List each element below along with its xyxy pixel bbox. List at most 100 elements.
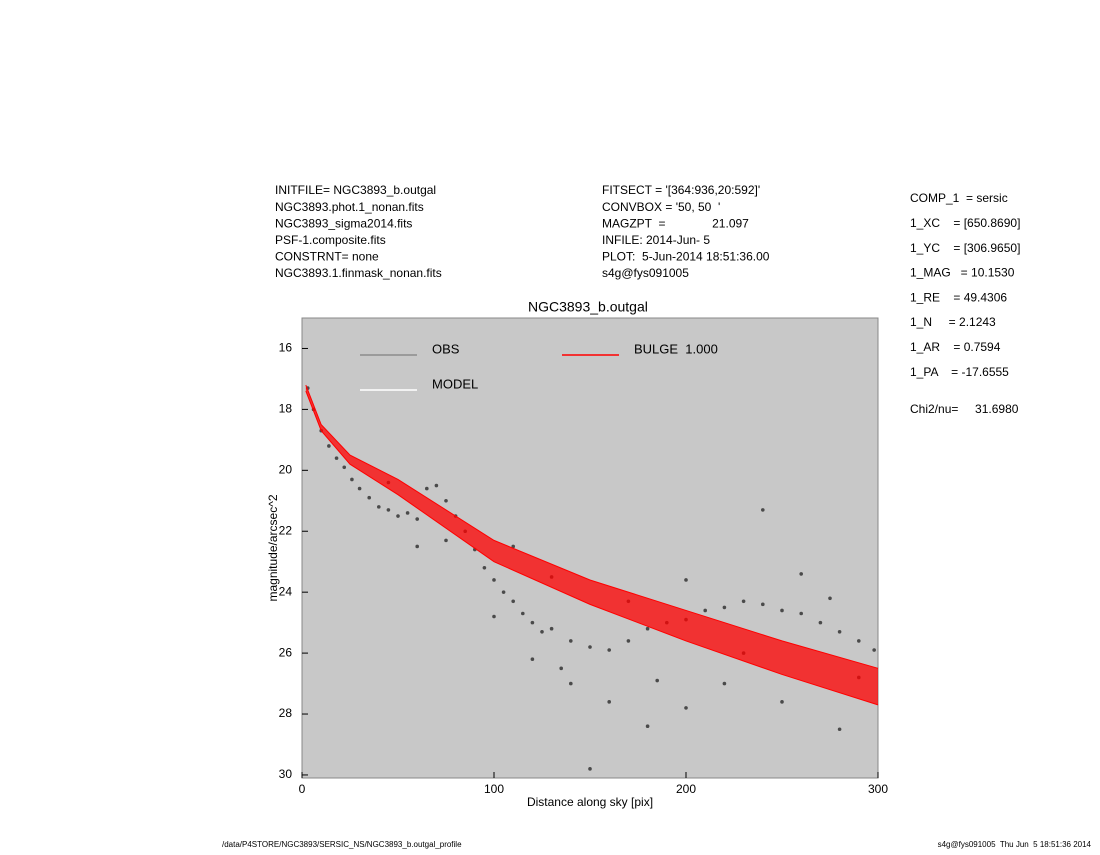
obs-point	[761, 602, 765, 607]
obs-point	[405, 511, 410, 515]
obs-point	[425, 486, 429, 491]
obs-point	[396, 514, 400, 518]
obs-point	[501, 590, 506, 594]
obs-point	[645, 626, 650, 631]
fit-param: 1_YC = [306.9650]	[910, 241, 1020, 255]
obs-point	[837, 629, 842, 634]
obs-point	[357, 486, 362, 491]
y-tick-label: 30	[279, 767, 293, 781]
obs-point	[377, 505, 381, 509]
obs-point	[780, 608, 784, 613]
y-tick-label: 26	[279, 645, 293, 659]
fit-param: 1_XC = [650.8690]	[910, 216, 1020, 230]
obs-point	[607, 700, 611, 704]
obs-point	[828, 596, 832, 601]
header-middle: PLOT: 5-Jun-2014 18:51:36.00	[602, 250, 770, 264]
chart-title: NGC3893_b.outgal	[528, 299, 648, 315]
obs-point	[492, 614, 496, 619]
obs-point	[857, 639, 861, 643]
obs-point	[645, 724, 650, 729]
obs-point	[799, 611, 803, 616]
obs-point	[703, 608, 707, 613]
header-middle: s4g@fys091005	[602, 266, 689, 280]
obs-point	[655, 678, 659, 683]
fit-param: COMP_1 = sersic	[910, 191, 1008, 205]
header-left: NGC3893_sigma2014.fits	[275, 216, 412, 230]
obs-point	[559, 666, 563, 671]
obs-point	[799, 572, 803, 576]
obs-point	[818, 620, 823, 625]
footer-path: /data/P4STORE/NGC3893/SERSIC_NS/NGC3893_…	[222, 840, 462, 849]
obs-point	[722, 605, 727, 610]
x-tick-label: 100	[484, 782, 504, 796]
obs-point	[837, 727, 842, 732]
obs-point	[511, 544, 515, 549]
header-middle: INFILE: 2014-Jun- 5	[602, 233, 710, 247]
obs-point	[444, 498, 448, 503]
header-left: NGC3893.phot.1_nonan.fits	[275, 200, 424, 214]
obs-point	[761, 508, 765, 512]
obs-point	[415, 517, 420, 521]
x-tick-label: 200	[676, 782, 696, 796]
obs-point	[482, 566, 487, 570]
obs-point	[444, 538, 448, 543]
obs-point	[434, 483, 439, 488]
y-tick-label: 16	[279, 341, 293, 355]
obs-point	[872, 648, 876, 652]
header-middle: FITSECT = '[364:936,20:592]'	[602, 183, 760, 197]
y-tick-label: 22	[279, 523, 293, 537]
y-tick-label: 20	[279, 462, 293, 476]
obs-point	[334, 456, 339, 460]
obs-point	[741, 599, 746, 604]
obs-point	[367, 495, 372, 500]
y-tick-label: 24	[279, 584, 293, 598]
x-tick-label: 0	[299, 782, 306, 796]
header-left: INITFILE= NGC3893_b.outgal	[275, 183, 436, 197]
obs-point	[588, 767, 592, 771]
obs-point	[607, 648, 611, 652]
x-tick-label: 300	[868, 782, 888, 796]
obs-point	[521, 611, 525, 616]
y-tick-label: 28	[279, 706, 293, 720]
fit-param: 1_AR = 0.7594	[910, 340, 1001, 354]
legend-label: BULGE 1.000	[634, 341, 718, 356]
header-left: PSF-1.composite.fits	[275, 233, 386, 247]
bulge-edge	[305, 390, 879, 706]
obs-point	[684, 706, 688, 710]
obs-point	[780, 700, 784, 704]
fit-param: 1_PA = -17.6555	[910, 365, 1009, 379]
y-axis-label: magnitude/arcsec^2	[266, 494, 280, 601]
obs-point	[569, 681, 573, 686]
x-axis-label: Distance along sky [pix]	[527, 795, 653, 809]
legend-label: MODEL	[432, 376, 478, 391]
obs-point	[540, 629, 544, 634]
bulge-edge	[305, 384, 879, 669]
obs-point	[415, 544, 420, 549]
obs-point	[626, 639, 631, 643]
header-left: NGC3893.1.finmask_nonan.fits	[275, 266, 442, 280]
obs-point	[492, 578, 496, 582]
obs-point	[530, 620, 535, 625]
obs-point	[342, 465, 347, 470]
obs-point	[569, 639, 573, 643]
header-middle: MAGZPT = 21.097	[602, 216, 749, 230]
footer-stamp: s4g@fys091005 Thu Jun 5 18:51:36 2014	[938, 840, 1092, 849]
obs-point	[588, 645, 592, 649]
obs-point	[549, 626, 554, 631]
chi2: Chi2/nu= 31.6980	[910, 402, 1019, 416]
fit-param: 1_MAG = 10.1530	[910, 266, 1015, 280]
fit-param: 1_N = 2.1243	[910, 315, 996, 329]
obs-point	[530, 657, 535, 661]
y-tick-label: 18	[279, 402, 293, 416]
obs-point	[327, 444, 331, 448]
obs-point	[386, 508, 391, 512]
obs-point	[350, 477, 354, 482]
fit-param: 1_RE = 49.4306	[910, 290, 1007, 304]
plot-area	[301, 317, 879, 779]
bulge-band	[305, 385, 879, 705]
header-left: CONSTRNT= none	[275, 250, 379, 264]
obs-point	[511, 599, 515, 604]
legend-label: OBS	[432, 341, 460, 356]
